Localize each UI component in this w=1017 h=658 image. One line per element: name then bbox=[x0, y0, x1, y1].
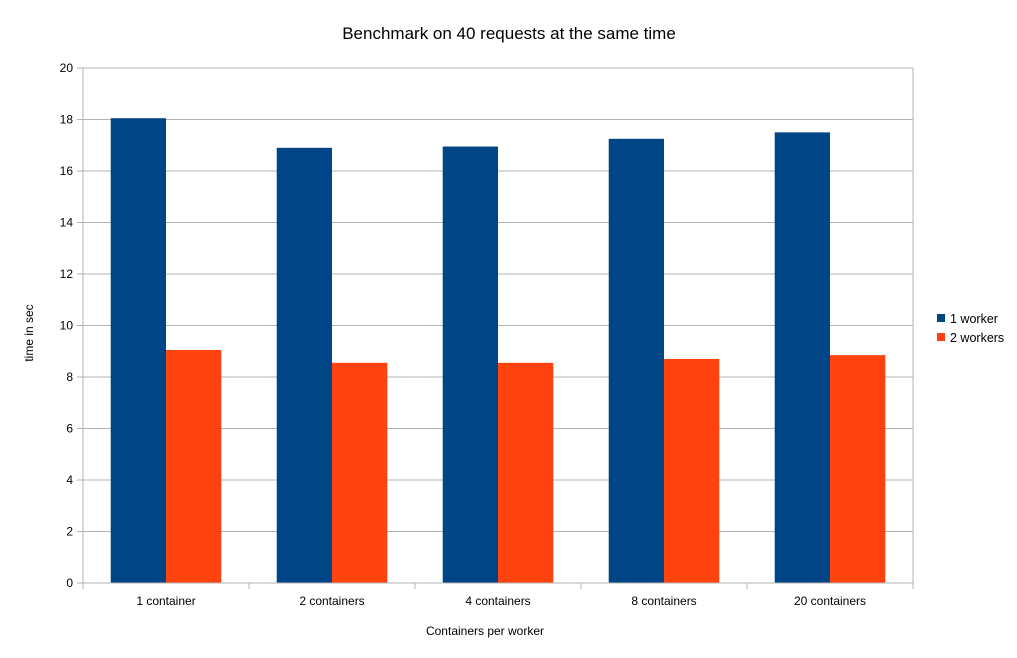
x-tick-label: 2 containers bbox=[299, 594, 364, 608]
y-tick-label: 8 bbox=[66, 370, 73, 384]
bar-2-4 bbox=[664, 358, 720, 583]
bars bbox=[110, 118, 886, 584]
y-tick-label: 20 bbox=[60, 61, 74, 75]
legend-swatch-1 bbox=[937, 314, 945, 322]
y-tick-label: 10 bbox=[60, 319, 74, 333]
y-axis-label: time in sec bbox=[22, 304, 36, 361]
x-axis-label: Containers per worker bbox=[426, 624, 544, 638]
bar-2-3 bbox=[498, 362, 554, 583]
axes bbox=[82, 68, 914, 584]
legend-swatch-2 bbox=[937, 333, 945, 341]
y-tick-label: 16 bbox=[60, 164, 74, 178]
x-axis-ticks: 1 container 2 containers 4 containers 8 con… bbox=[82, 583, 914, 608]
bar-1-1 bbox=[110, 118, 166, 584]
y-tick-label: 18 bbox=[60, 113, 74, 127]
x-tick-label: 1 container bbox=[136, 594, 195, 608]
y-tick-label: 14 bbox=[60, 216, 74, 230]
x-tick-label: 4 containers bbox=[465, 594, 530, 608]
x-tick-label: 8 containers bbox=[631, 594, 696, 608]
legend-label-2: 2 workers bbox=[950, 331, 1004, 345]
y-tick-label: 6 bbox=[66, 422, 73, 436]
chart-title: Benchmark on 40 requests at the same tim… bbox=[342, 24, 676, 43]
bar-2-5 bbox=[830, 355, 886, 583]
bar-1-4 bbox=[608, 138, 664, 583]
y-tick-label: 0 bbox=[66, 576, 73, 590]
legend-label-1: 1 worker bbox=[950, 312, 998, 326]
bar-2-1 bbox=[166, 349, 222, 583]
bar-1-3 bbox=[442, 146, 498, 583]
y-tick-label: 2 bbox=[66, 525, 73, 539]
bar-2-2 bbox=[332, 362, 388, 583]
y-tick-label: 12 bbox=[60, 267, 74, 281]
x-tick-label: 20 containers bbox=[794, 594, 866, 608]
y-tick-label: 4 bbox=[66, 473, 73, 487]
y-axis-ticks: 0 2 4 6 8 10 12 14 16 18 20 bbox=[60, 61, 83, 590]
bar-1-2 bbox=[276, 147, 332, 583]
bar-1-5 bbox=[774, 132, 830, 583]
legend: 1 worker 2 workers bbox=[937, 312, 1004, 345]
